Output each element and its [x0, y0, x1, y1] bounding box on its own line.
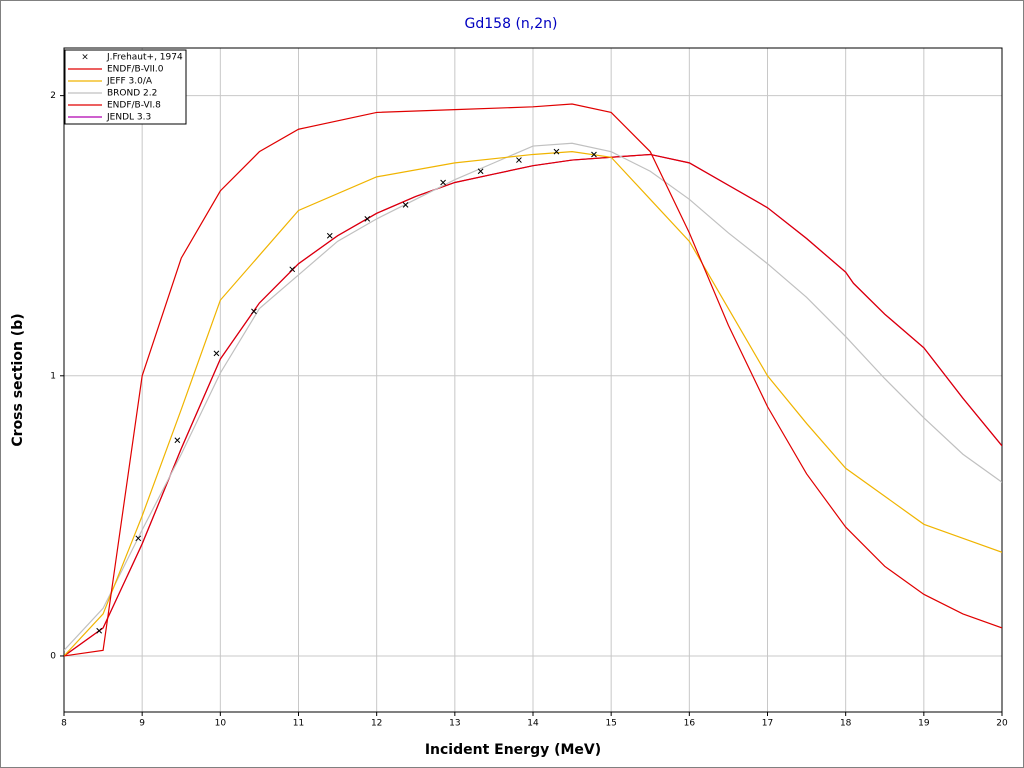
line-series: [64, 142, 1002, 651]
y-tick-label: 2: [50, 91, 56, 101]
x-tick-label: 14: [527, 719, 539, 729]
y-tick-label: 1: [50, 371, 56, 381]
data-point: [213, 350, 220, 357]
x-tick-label: 19: [918, 719, 930, 729]
legend-label: JENDL 3.3: [106, 113, 151, 123]
data-point: [402, 202, 409, 208]
data-point: [364, 216, 371, 222]
legend-marker: ×: [81, 53, 89, 63]
line-series: [64, 151, 1002, 657]
series-group: [64, 103, 1002, 657]
x-tick-label: 16: [684, 719, 696, 729]
x-tick-label: 8: [61, 719, 67, 729]
legend-box: [64, 49, 187, 125]
data-point: [326, 232, 333, 239]
data-point: [516, 157, 522, 163]
x-tick-label: 10: [215, 719, 227, 729]
legend-label: BROND 2.2: [107, 89, 157, 99]
data-point: [135, 535, 142, 542]
x-tick-label: 11: [293, 719, 304, 729]
x-tick-label: 9: [139, 719, 145, 729]
plot-border: [63, 47, 1003, 713]
legend-label: JEFF 3.0/A: [106, 77, 153, 87]
data-point: [591, 151, 597, 158]
line-series: [64, 153, 1002, 657]
y-tick-label: 0: [50, 651, 56, 661]
line-series: [64, 103, 1002, 657]
legend-label: ENDF/B-VII.0: [107, 65, 164, 75]
x-tick-label: 12: [371, 719, 382, 729]
data-point: [477, 168, 484, 175]
legend-label: J.Frehaut+, 1974: [106, 53, 183, 63]
data-point: [174, 437, 181, 444]
data-point: [251, 308, 257, 315]
x-tick-label: 13: [449, 719, 460, 729]
y-axis-label: Cross section (b): [10, 313, 26, 446]
legend-label: ENDF/B-VI.8: [107, 101, 161, 111]
data-point: [96, 627, 103, 634]
data-point: [553, 148, 560, 155]
x-tick-label: 15: [605, 719, 616, 729]
chart-title: Gd158 (n,2n): [465, 16, 558, 32]
data-point: [289, 266, 296, 273]
x-tick-label: 17: [762, 719, 773, 729]
x-tick-label: 18: [840, 719, 852, 729]
x-tick-label: 20: [996, 719, 1008, 729]
data-point: [440, 179, 446, 186]
x-axis-label: Incident Energy (MeV): [425, 742, 601, 758]
